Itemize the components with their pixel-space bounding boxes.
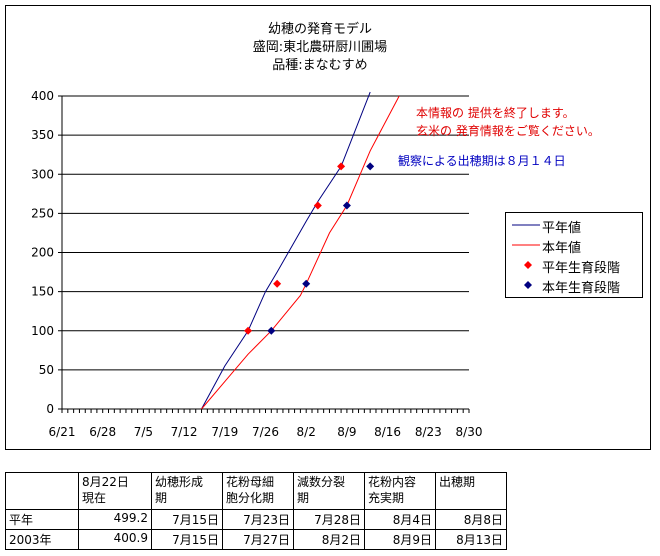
y-tick-label: 250 [31, 206, 54, 220]
table-cell: 499.2 [78, 509, 152, 530]
table-cell: 7月15日 [151, 509, 223, 530]
x-tick-label: 8/9 [337, 425, 356, 439]
y-tick-label: 300 [31, 167, 54, 181]
table-header-cell: 出穂期 [435, 472, 507, 510]
table-cell: 7月28日 [293, 509, 365, 530]
y-tick-label: 100 [31, 324, 54, 338]
legend-label: 本年生育段階 [542, 281, 621, 296]
chart-subtitle-location: 盛岡:東北農研厨川圃場 [252, 40, 388, 55]
legend-label: 平年値 [542, 221, 582, 236]
table-cell: 7月23日 [222, 509, 294, 530]
legend-item-normal-marker: 平年生育段階 [506, 255, 642, 276]
y-tick-label: 200 [31, 246, 54, 260]
table-row: 平年 499.2 7月15日 7月23日 7月28日 8月4日 8月8日 [5, 509, 507, 530]
chart-plot: 0 50 100 150 200 250 300 350 400 6/21 6/28 7/5 7/12 7… [31, 89, 483, 439]
table-header-row: 8月22日 現在 幼穂形成期 花粉母細 胞分化期 減数分裂期 花粉内容 充実期 出穂期 [5, 472, 507, 510]
table-cell: 8月13日 [435, 529, 507, 550]
table-cell: 7月15日 [151, 529, 223, 550]
x-tick-label: 7/19 [211, 425, 238, 439]
legend-item-current-marker: 本年生育段階 [506, 275, 642, 296]
table-row-label: 平年 [5, 509, 79, 530]
legend-swatch-current-line [512, 244, 540, 246]
chart-subtitle-variety: 品種:まなむすめ [272, 58, 368, 73]
table-header-cell: 幼穂形成期 [151, 472, 223, 510]
observation-note: 観察による出穂期は８月１４日 [398, 154, 566, 168]
series-marker [244, 326, 253, 335]
series-marker [337, 162, 346, 171]
y-tick-label: 350 [31, 128, 54, 142]
series-line [201, 91, 371, 410]
x-tick-label: 8/30 [456, 425, 483, 439]
chart-title: 幼穂の発育モデル [267, 22, 372, 37]
legend-label: 平年生育段階 [542, 261, 621, 276]
table-row: 2003年 400.9 7月15日 7月27日 8月2日 8月9日 8月13日 [5, 529, 507, 550]
x-tick-label: 6/28 [89, 425, 116, 439]
x-tick-label: 7/12 [171, 425, 198, 439]
legend-item-current-line: 本年値 [506, 235, 642, 256]
series-marker [273, 279, 282, 288]
legend: 平年値 本年値 平年生育段階 本年生育段階 [505, 212, 643, 298]
table-cell: 8月2日 [293, 529, 365, 550]
x-tick-label: 8/23 [415, 425, 442, 439]
y-tick-label: 0 [46, 402, 54, 416]
table-cell: 8月4日 [364, 509, 436, 530]
series-marker [267, 326, 276, 335]
table-header-cell: 減数分裂期 [293, 472, 365, 510]
legend-swatch-current-marker [524, 281, 532, 289]
x-tick-label: 7/26 [252, 425, 279, 439]
y-tick-label: 50 [39, 363, 54, 377]
table-cell: 8月9日 [364, 529, 436, 550]
series-marker [342, 201, 351, 210]
table-cell: 8月8日 [435, 509, 507, 530]
table-header-cell: 花粉内容 充実期 [364, 472, 436, 510]
x-tick-label: 6/21 [49, 425, 76, 439]
y-tick-label: 150 [31, 285, 54, 299]
table-header-cell [5, 472, 79, 510]
table-cell: 7月27日 [222, 529, 294, 550]
notice-line-1: 本情報の 提供を終了します。 [416, 106, 575, 120]
stage-table: 8月22日 現在 幼穂形成期 花粉母細 胞分化期 減数分裂期 花粉内容 充実期 出穂期… [5, 472, 507, 550]
series-marker [302, 279, 311, 288]
table-header-cell: 8月22日 現在 [78, 472, 152, 510]
x-tick-label: 8/2 [297, 425, 316, 439]
table-cell: 400.9 [78, 529, 152, 550]
x-tick-label: 8/16 [374, 425, 401, 439]
series-marker [366, 162, 375, 171]
y-tick-label: 400 [31, 89, 54, 103]
table-header-cell: 花粉母細 胞分化期 [222, 472, 294, 510]
legend-label: 本年値 [542, 241, 582, 256]
notice-line-2: 玄米の 発育情報をご覧ください。 [416, 124, 600, 138]
table-row-label: 2003年 [5, 529, 79, 550]
x-tick-label: 7/5 [134, 425, 153, 439]
legend-item-normal-line: 平年値 [506, 215, 642, 236]
legend-swatch-normal-line [512, 224, 540, 226]
series-line [201, 95, 400, 410]
legend-swatch-normal-marker [524, 261, 532, 269]
series-marker [313, 201, 322, 210]
